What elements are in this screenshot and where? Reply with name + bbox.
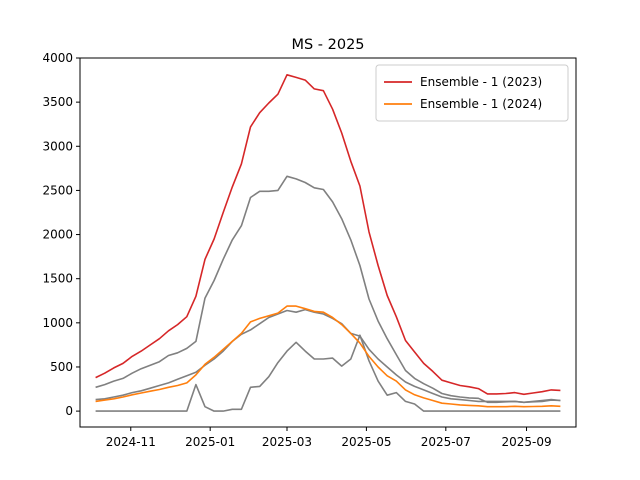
y-tick-label: 3500 [42, 95, 73, 109]
series-line-1 [95, 305, 561, 408]
y-tick-label: 1500 [42, 272, 73, 286]
x-tick-label: 2024-11 [106, 435, 156, 449]
y-tick-label: 0 [65, 404, 73, 418]
y-tick-label: 4000 [42, 51, 73, 65]
plot-frame [79, 57, 577, 428]
y-tick-label: 2500 [42, 183, 73, 197]
y-tick-label: 3000 [42, 139, 73, 153]
legend-box [375, 64, 569, 122]
series-line-0 [95, 74, 561, 396]
legend: Ensemble - 1 (2023) Ensemble - 1 (2024) [375, 64, 569, 122]
legend-label: Ensemble - 1 (2023) [420, 75, 542, 89]
y-tick-label: 1000 [42, 316, 73, 330]
legend-label: Ensemble - 1 (2024) [420, 97, 542, 111]
series-layer [95, 74, 561, 412]
series-line-2 [95, 175, 561, 404]
y-axis: 0 500 1000 1500 2000 2500 3000 3500 4000 [42, 51, 80, 418]
x-tick-label: 2025-05 [341, 435, 391, 449]
series-line-3 [95, 308, 561, 404]
chart-title: MS - 2025 [291, 37, 364, 53]
x-tick-label: 2025-09 [501, 435, 551, 449]
x-tick-label: 2025-03 [262, 435, 312, 449]
y-tick-label: 500 [50, 360, 73, 374]
series-line-4 [95, 334, 561, 412]
x-axis: 2024-11 2025-01 2025-03 2025-05 2025-07 2025-… [106, 427, 552, 449]
x-tick-label: 2025-07 [421, 435, 471, 449]
y-tick-label: 2000 [42, 228, 73, 242]
x-tick-label: 2025-01 [185, 435, 235, 449]
